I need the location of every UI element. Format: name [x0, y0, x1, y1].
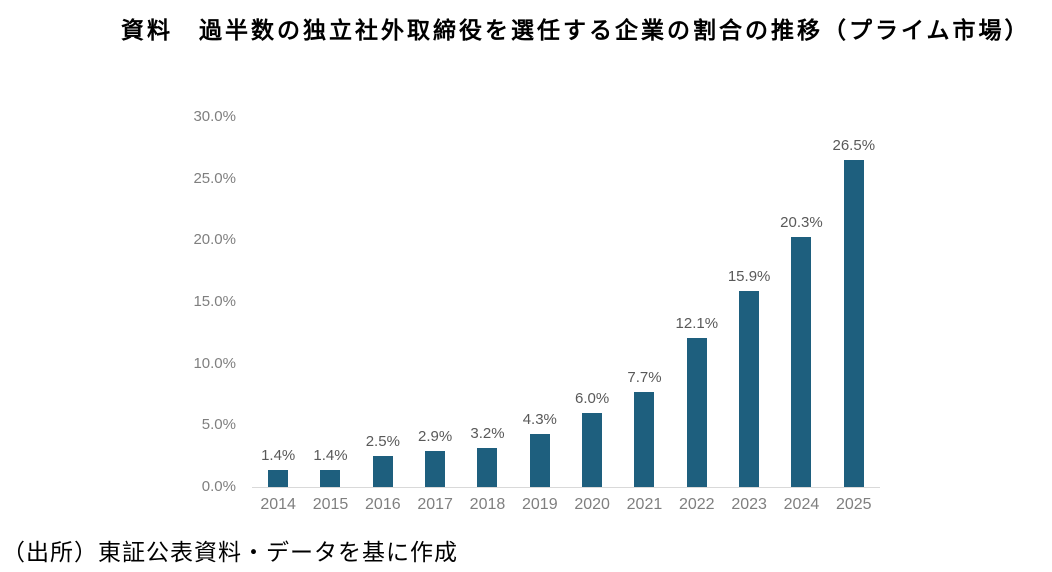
y-tick-label: 20.0%	[193, 231, 236, 249]
x-tick-label: 2021	[626, 496, 663, 513]
source-note: （出所）東証公表資料・データを基に作成	[2, 539, 458, 565]
x-tick-label: 2025	[835, 496, 872, 513]
y-tick-label: 25.0%	[193, 169, 236, 187]
bar-value-label: 1.4%	[261, 446, 296, 464]
chart-title: 資料 過半数の独立社外取締役を選任する企業の割合の推移（プライム市場）	[121, 17, 1031, 43]
y-tick-label: 30.0%	[193, 108, 236, 125]
bar-slot: 15.9%	[723, 117, 775, 487]
x-tick-label: 2015	[312, 496, 349, 513]
bar	[529, 433, 550, 487]
bar	[372, 456, 393, 487]
bar-slot: 2.5%	[357, 117, 409, 487]
bar	[739, 290, 760, 487]
bar-slot: 1.4%	[252, 117, 304, 487]
bar	[634, 392, 655, 487]
bar-value-label: 12.1%	[675, 314, 719, 332]
x-tick-label: 2020	[574, 496, 610, 513]
bar-slot: 6.0%	[566, 117, 618, 487]
x-tick-label: 2016	[365, 496, 401, 513]
x-tick-label: 2014	[260, 496, 296, 513]
bar-value-label: 7.7%	[627, 369, 662, 387]
bar-value-label: 26.5%	[832, 137, 876, 155]
bar-value-label: 2.5%	[365, 433, 400, 451]
bar	[425, 451, 446, 487]
bar-slot: 2.9%	[409, 117, 461, 487]
x-axis: 2014 2015 2016 2017 2018 2019 2020 2021 2022 2023…	[252, 496, 880, 514]
bar-value-label: 2.9%	[418, 428, 453, 446]
bar-series: 1.4% 1.4% 2.5% 2.9% 3.2% 4.3% 6.0% 7.7% 12.1% 15.…	[252, 117, 880, 487]
bar-value-label: 3.2%	[470, 424, 505, 442]
y-tick-label: 0.0%	[201, 478, 236, 495]
y-tick-label: 15.0%	[193, 293, 236, 310]
bar-slot: 1.4%	[304, 117, 356, 487]
bar-value-label: 15.9%	[727, 267, 771, 285]
plot-area: 1.4% 1.4% 2.5% 2.9% 3.2% 4.3% 6.0% 7.7% 12.1% 15.…	[252, 117, 880, 488]
x-tick-label: 2022	[678, 496, 715, 513]
bar	[843, 160, 864, 487]
x-tick-label: 2019	[522, 496, 558, 513]
x-tick-label: 2017	[417, 496, 453, 513]
x-tick-label: 2023	[731, 496, 767, 513]
bar-slot: 26.5%	[828, 117, 880, 487]
bar-value-label: 6.0%	[575, 390, 610, 407]
bar-slot: 12.1%	[671, 117, 723, 487]
y-tick-label: 5.0%	[201, 416, 236, 434]
bar-slot: 20.3%	[775, 117, 827, 487]
bar	[791, 236, 812, 487]
bar	[320, 469, 341, 487]
bar-slot: 3.2%	[461, 117, 513, 487]
bar-slot: 7.7%	[618, 117, 670, 487]
bar	[477, 447, 498, 487]
bar-value-label: 4.3%	[522, 410, 557, 428]
y-tick-label: 10.0%	[193, 354, 236, 372]
y-axis: 0.0% 5.0% 10.0% 15.0% 20.0% 25.0% 30.0%	[148, 109, 236, 495]
bar-slot: 4.3%	[514, 117, 566, 487]
x-tick-label: 2018	[469, 496, 506, 513]
bar	[582, 413, 603, 487]
bar	[268, 469, 289, 487]
bar-value-label: 1.4%	[313, 446, 348, 464]
bar	[686, 337, 707, 487]
x-tick-label: 2024	[783, 496, 820, 513]
bar-value-label: 20.3%	[780, 213, 823, 231]
